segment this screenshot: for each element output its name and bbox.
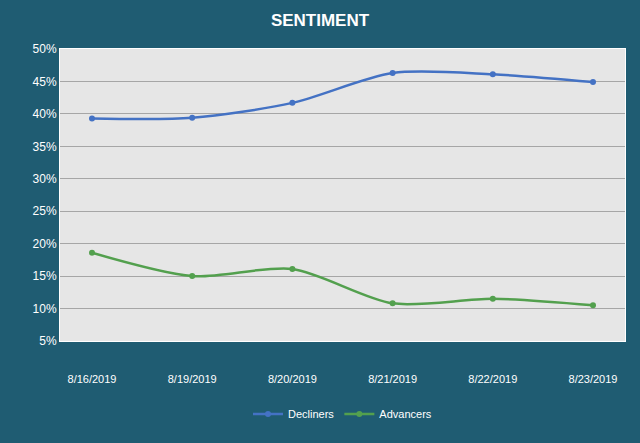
svg-text:10%: 10%	[33, 302, 57, 316]
svg-text:8/19/2019: 8/19/2019	[168, 373, 217, 385]
svg-text:20%: 20%	[33, 237, 57, 251]
svg-text:SENTIMENT: SENTIMENT	[271, 11, 370, 30]
svg-text:25%: 25%	[33, 204, 57, 218]
svg-text:8/21/2019: 8/21/2019	[368, 373, 417, 385]
svg-text:Decliners: Decliners	[288, 408, 334, 420]
svg-text:Advancers: Advancers	[379, 408, 431, 420]
svg-text:45%: 45%	[33, 75, 57, 89]
svg-text:5%: 5%	[39, 334, 57, 348]
svg-text:40%: 40%	[33, 107, 57, 121]
svg-text:50%: 50%	[33, 42, 57, 56]
svg-text:8/20/2019: 8/20/2019	[268, 373, 317, 385]
svg-text:30%: 30%	[33, 172, 57, 186]
svg-text:35%: 35%	[33, 140, 57, 154]
svg-text:8/23/2019: 8/23/2019	[569, 373, 618, 385]
svg-text:8/22/2019: 8/22/2019	[468, 373, 517, 385]
svg-text:8/16/2019: 8/16/2019	[68, 373, 117, 385]
svg-text:15%: 15%	[33, 269, 57, 283]
